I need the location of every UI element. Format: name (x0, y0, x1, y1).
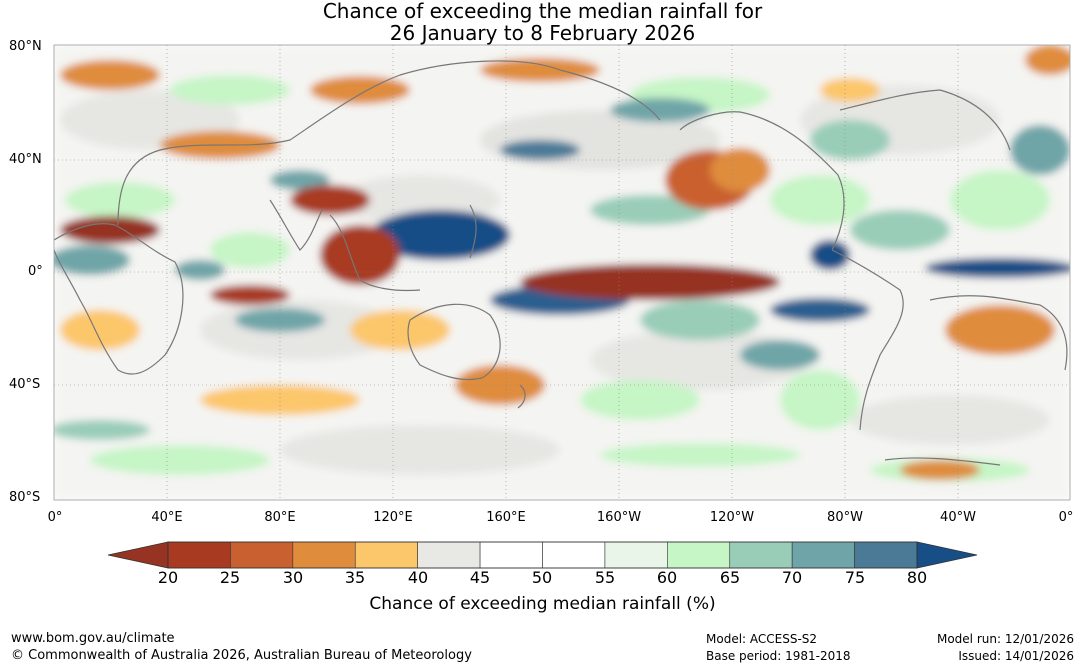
lat-label-0: 0° (28, 264, 43, 279)
lon-label-40w: 40°W (940, 510, 976, 525)
colorbar-swatch-30 (292, 541, 356, 569)
copyright-notice: © Commonwealth of Australia 2026, Austra… (11, 648, 472, 663)
colorbar-high-arrow (916, 541, 978, 569)
colorbar-tick-60: 60 (656, 568, 678, 587)
lat-label-40n: 40°N (9, 152, 42, 167)
lat-label-80n: 80°N (9, 39, 42, 54)
colorbar-tick-20: 20 (157, 568, 179, 587)
graticule (54, 45, 1070, 500)
map-frame (53, 44, 1071, 501)
lon-label-120e: 120°E (373, 510, 413, 525)
lon-label-80w: 80°W (827, 510, 863, 525)
colorbar (107, 541, 978, 569)
model-name: Model: ACCESS-S2 (706, 632, 818, 646)
rainfall-probability-map (53, 44, 1071, 501)
colorbar-tick-65: 65 (719, 568, 741, 587)
coastlines (54, 60, 1068, 466)
lon-label-160w: 160°W (596, 510, 642, 525)
lon-label-40e: 40°E (151, 510, 183, 525)
lon-label-80e: 80°E (264, 510, 296, 525)
model-run-date: Model run: 12/01/2026 (936, 632, 1074, 646)
colorbar-swatches (167, 541, 918, 569)
colorbar-tick-25: 25 (219, 568, 241, 587)
map-title-line-1: Chance of exceeding the median rainfall … (322, 0, 763, 23)
lat-label-80s: 80°S (9, 490, 41, 505)
bom-website: www.bom.gov.au/climate (11, 631, 175, 646)
lon-label-120w: 120°W (709, 510, 755, 525)
lat-label-40s: 40°S (9, 377, 41, 392)
colorbar-swatch-75 (854, 541, 918, 569)
colorbar-swatch-25 (230, 541, 294, 569)
colorbar-swatch-55 (604, 541, 668, 569)
probability-shading (54, 45, 1070, 500)
colorbar-swatch-20 (167, 541, 231, 569)
lon-label-0: 0° (47, 510, 63, 525)
lon-label-0-right: 0° (1058, 510, 1074, 525)
colorbar-tick-80: 80 (906, 568, 928, 587)
colorbar-swatch-65 (729, 541, 793, 569)
base-period: Base period: 1981-2018 (706, 649, 851, 663)
colorbar-tick-35: 35 (344, 568, 366, 587)
lon-label-160e: 160°E (486, 510, 526, 525)
colorbar-tick-30: 30 (282, 568, 304, 587)
colorbar-swatch-70 (791, 541, 855, 569)
colorbar-tick-75: 75 (844, 568, 866, 587)
map-title-line-2: 26 January to 8 February 2026 (389, 21, 696, 45)
colorbar-label: Chance of exceeding median rainfall (%) (369, 594, 716, 614)
colorbar-outline (167, 541, 918, 569)
colorbar-tick-50: 50 (531, 568, 553, 587)
colorbar-tick-45: 45 (469, 568, 491, 587)
colorbar-swatch-50 (542, 541, 606, 569)
colorbar-swatch-35 (354, 541, 418, 569)
colorbar-swatch-45 (479, 541, 543, 569)
colorbar-tick-70: 70 (781, 568, 803, 587)
issued-date: Issued: 14/01/2026 (958, 649, 1074, 663)
colorbar-swatch-60 (667, 541, 731, 569)
colorbar-tick-55: 55 (594, 568, 616, 587)
colorbar-low-arrow (107, 541, 169, 569)
colorbar-tick-40: 40 (407, 568, 429, 587)
colorbar-swatch-40 (417, 541, 481, 569)
